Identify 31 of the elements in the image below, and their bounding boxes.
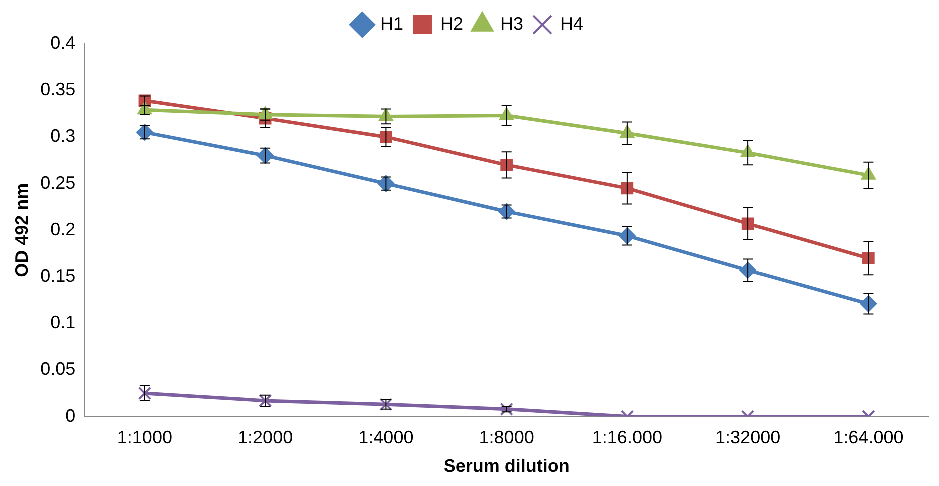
point xyxy=(500,402,514,416)
y-tick-label: 0.1 xyxy=(50,312,76,333)
x-tick-label: 1:32000 xyxy=(716,428,781,448)
legend-label: H2 xyxy=(440,14,464,34)
x-tick-label: 1:4000 xyxy=(358,428,414,448)
x-tick-label: 1:64.000 xyxy=(834,428,904,448)
y-tick-label: 0.15 xyxy=(40,266,76,286)
y-axis-title: OD 492 nm xyxy=(12,183,32,278)
point xyxy=(136,124,154,142)
x-tick-label: 1:16.000 xyxy=(592,428,662,448)
y-tick-label: 0.05 xyxy=(40,359,76,380)
x-axis-title: Serum dilution xyxy=(444,456,570,476)
point xyxy=(380,131,392,144)
x-tick-label: 1:8000 xyxy=(479,428,534,448)
y-tick-label: 0.2 xyxy=(50,219,76,240)
legend-label: H1 xyxy=(380,14,404,34)
point xyxy=(742,218,754,230)
point xyxy=(378,175,395,192)
y-tick-label: 0.25 xyxy=(40,172,76,193)
point xyxy=(500,159,513,172)
y-tick-label: 0.4 xyxy=(50,32,76,53)
y-tick-label: 0.3 xyxy=(50,126,76,146)
point xyxy=(862,252,875,265)
x-tick-label: 1:1000 xyxy=(117,428,172,448)
legend-label: H3 xyxy=(500,14,524,34)
legend-label: H4 xyxy=(560,14,584,34)
y-tick-label: 0.35 xyxy=(40,80,76,100)
y-tick-label: 0 xyxy=(66,406,76,426)
point xyxy=(498,203,516,220)
x-tick-label: 1:2000 xyxy=(238,428,294,448)
point xyxy=(257,147,274,164)
